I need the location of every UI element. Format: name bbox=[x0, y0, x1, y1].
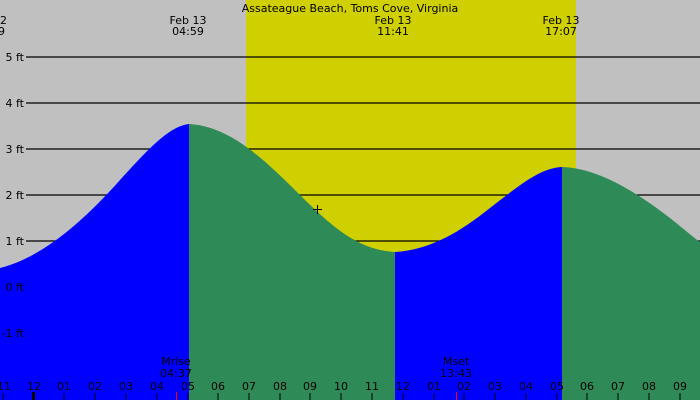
svg-text:01: 01 bbox=[57, 380, 71, 393]
svg-text:04: 04 bbox=[150, 380, 164, 393]
svg-text:0 ft: 0 ft bbox=[6, 281, 25, 294]
svg-text:12: 12 bbox=[396, 380, 410, 393]
svg-text:2 ft: 2 ft bbox=[6, 189, 25, 202]
crosshair-cursor-icon bbox=[313, 205, 322, 214]
event-2-date: Feb 13 bbox=[375, 14, 412, 27]
event-3-date: Feb 13 bbox=[543, 14, 580, 27]
svg-text:01: 01 bbox=[427, 380, 441, 393]
prev-event-time-fragment: 9 bbox=[0, 25, 5, 38]
event-1-time: 04:59 bbox=[172, 25, 204, 38]
svg-text:12: 12 bbox=[27, 380, 41, 393]
svg-text:09: 09 bbox=[303, 380, 317, 393]
x-axis-labels: 11 12 01 02 03 04 05 06 07 08 09 10 11 1… bbox=[0, 380, 687, 393]
svg-text:11: 11 bbox=[365, 380, 379, 393]
svg-text:5 ft: 5 ft bbox=[6, 51, 25, 64]
rising-tide-area-1 bbox=[0, 124, 189, 400]
falling-tide-area-1 bbox=[189, 124, 395, 400]
svg-text:3 ft: 3 ft bbox=[6, 143, 25, 156]
svg-text:03: 03 bbox=[119, 380, 133, 393]
svg-text:05: 05 bbox=[550, 380, 564, 393]
svg-text:04: 04 bbox=[519, 380, 533, 393]
event-2-time: 11:41 bbox=[377, 25, 409, 38]
svg-text:09: 09 bbox=[673, 380, 687, 393]
rising-tide-area-2 bbox=[395, 167, 562, 400]
svg-text:11: 11 bbox=[0, 380, 11, 393]
svg-text:03: 03 bbox=[488, 380, 502, 393]
x-axis-ticks bbox=[2, 393, 681, 400]
svg-text:08: 08 bbox=[642, 380, 656, 393]
falling-tide-area-2 bbox=[562, 167, 700, 400]
y-axis-labels: 5 ft 4 ft 3 ft 2 ft 1 ft 0 ft -1 ft bbox=[2, 51, 25, 340]
moonset-label: Mset bbox=[443, 355, 470, 368]
svg-text:-1 ft: -1 ft bbox=[2, 327, 25, 340]
svg-text:10: 10 bbox=[334, 380, 348, 393]
moonrise-label: Mrise bbox=[161, 355, 191, 368]
midnight-tick bbox=[32, 392, 35, 400]
svg-text:4 ft: 4 ft bbox=[6, 97, 25, 110]
svg-text:06: 06 bbox=[580, 380, 594, 393]
moonset-time: 13:43 bbox=[440, 367, 472, 380]
event-1-date: Feb 13 bbox=[170, 14, 207, 27]
chart-title: Assateague Beach, Toms Cove, Virginia bbox=[242, 2, 459, 15]
svg-text:07: 07 bbox=[611, 380, 625, 393]
svg-text:02: 02 bbox=[457, 380, 471, 393]
prev-event-date-fragment: 2 bbox=[0, 14, 7, 27]
svg-text:07: 07 bbox=[242, 380, 256, 393]
moonrise-time: 04:37 bbox=[160, 367, 192, 380]
svg-text:1 ft: 1 ft bbox=[6, 235, 25, 248]
svg-text:05: 05 bbox=[181, 380, 195, 393]
svg-text:06: 06 bbox=[211, 380, 225, 393]
svg-text:08: 08 bbox=[273, 380, 287, 393]
svg-text:02: 02 bbox=[88, 380, 102, 393]
event-3-time: 17:07 bbox=[545, 25, 577, 38]
